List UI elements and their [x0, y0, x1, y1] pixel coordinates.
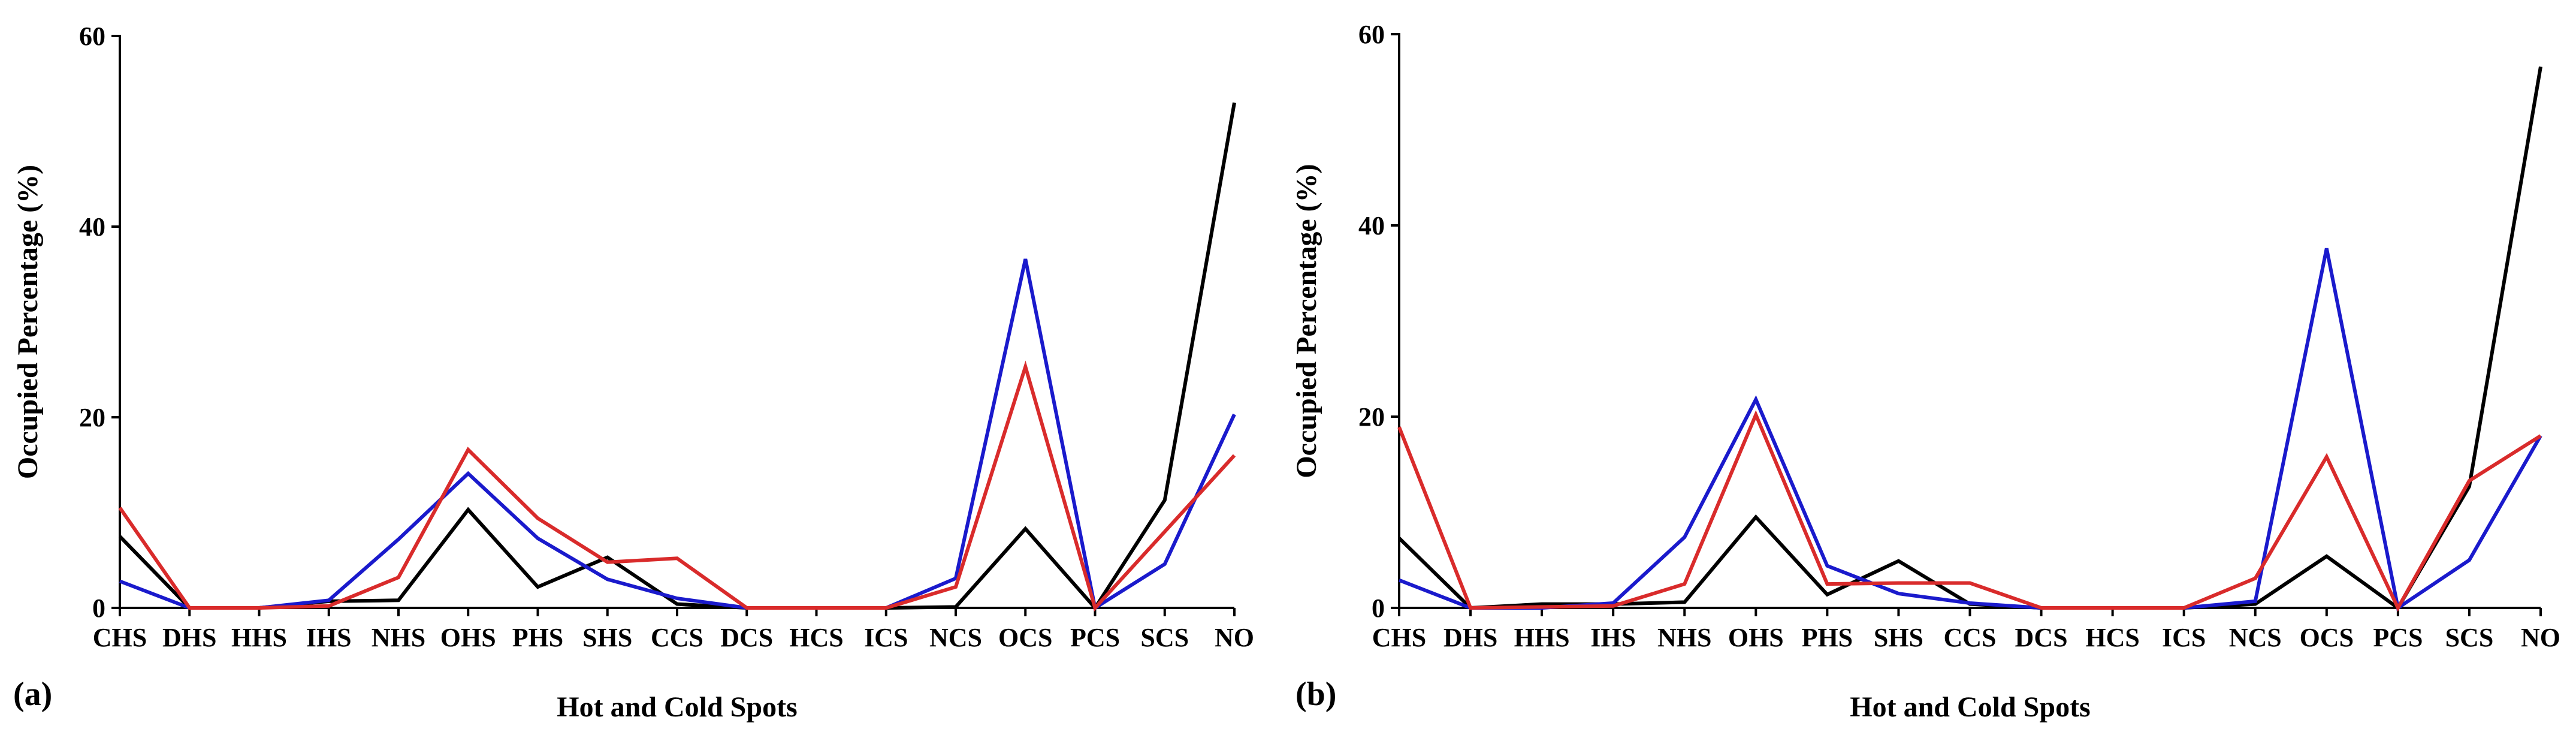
- x-tick-label: NO: [1215, 623, 1254, 652]
- x-tick-label: ICS: [2162, 623, 2206, 652]
- y-axis-title: Occupied Percentage (%): [12, 165, 44, 479]
- y-tick-label: 60: [1358, 20, 1385, 49]
- x-tick-label: DCS: [720, 623, 773, 652]
- x-tick-label: ICS: [864, 623, 908, 652]
- chart-panel-b: 0 20 40 60 CHS DHS HHS IHS NHS OHS PHS SHS CCS DCS HCS…: [1291, 20, 2560, 723]
- x-tick-label: HCS: [2085, 623, 2139, 652]
- panel-label: (a): [13, 676, 52, 713]
- x-tick-label: CCS: [651, 623, 703, 652]
- x-tick-label: SHS: [582, 623, 632, 652]
- x-tick-label: PHS: [1802, 623, 1853, 652]
- x-axis-title: Hot and Cold Spots: [557, 691, 797, 723]
- x-tick-label: DCS: [2015, 623, 2068, 652]
- y-tick-label: 40: [79, 212, 105, 242]
- x-tick-label: NO: [2521, 623, 2560, 652]
- x-tick-label: HHS: [1514, 623, 1570, 652]
- x-tick-label: NHS: [1657, 623, 1711, 652]
- x-tick-label: PHS: [512, 623, 564, 652]
- series-line-black: [1397, 66, 2542, 611]
- series-line-blue: [119, 258, 1236, 611]
- y-tick-label: 0: [92, 594, 105, 623]
- x-tick-label: OCS: [2300, 623, 2354, 652]
- x-tick-label: NCS: [2229, 623, 2282, 652]
- x-axis-title: Hot and Cold Spots: [1850, 691, 2090, 723]
- x-tick-label: PCS: [2373, 623, 2423, 652]
- series-line-red: [1397, 410, 2542, 612]
- x-tick-label: OCS: [998, 623, 1052, 652]
- x-tick-label: NHS: [372, 623, 425, 652]
- x-tick-label: HCS: [789, 623, 843, 652]
- x-tick-label: SCS: [2445, 623, 2494, 652]
- x-tick-label: IHS: [306, 623, 352, 652]
- x-tick-label: CHS: [1372, 623, 1426, 652]
- chart-panel-a: 0 20 40 60 CHS DHS HHS IHS NHS OHS PHS SHS CCS DCS HCS…: [12, 22, 1254, 723]
- x-tick-label: IHS: [1590, 623, 1636, 652]
- series-line-red: [118, 360, 1236, 612]
- series-line-black: [118, 102, 1236, 611]
- x-tick-label: HHS: [231, 623, 287, 652]
- x-tick-label: OHS: [440, 623, 496, 652]
- y-tick-label: 20: [79, 403, 105, 432]
- x-tick-label: NCS: [929, 623, 982, 652]
- series-line-blue: [1398, 248, 2542, 611]
- x-tick-label: SHS: [1874, 623, 1923, 652]
- y-tick-label: 0: [1372, 594, 1385, 623]
- y-axis-title: Occupied Percentage (%): [1291, 164, 1322, 478]
- x-tick-label: DHS: [1443, 623, 1497, 652]
- x-tick-label: CHS: [93, 623, 147, 652]
- x-tick-label: DHS: [162, 623, 216, 652]
- y-tick-label: 40: [1358, 211, 1385, 240]
- y-tick-label: 60: [79, 22, 105, 51]
- x-tick-label: SCS: [1140, 623, 1189, 652]
- x-tick-label: PCS: [1070, 623, 1120, 652]
- x-tick-label: OHS: [1728, 623, 1784, 652]
- y-tick-label: 20: [1358, 402, 1385, 432]
- x-tick-label: CCS: [1943, 623, 1996, 652]
- panel-label: (b): [1295, 676, 1336, 713]
